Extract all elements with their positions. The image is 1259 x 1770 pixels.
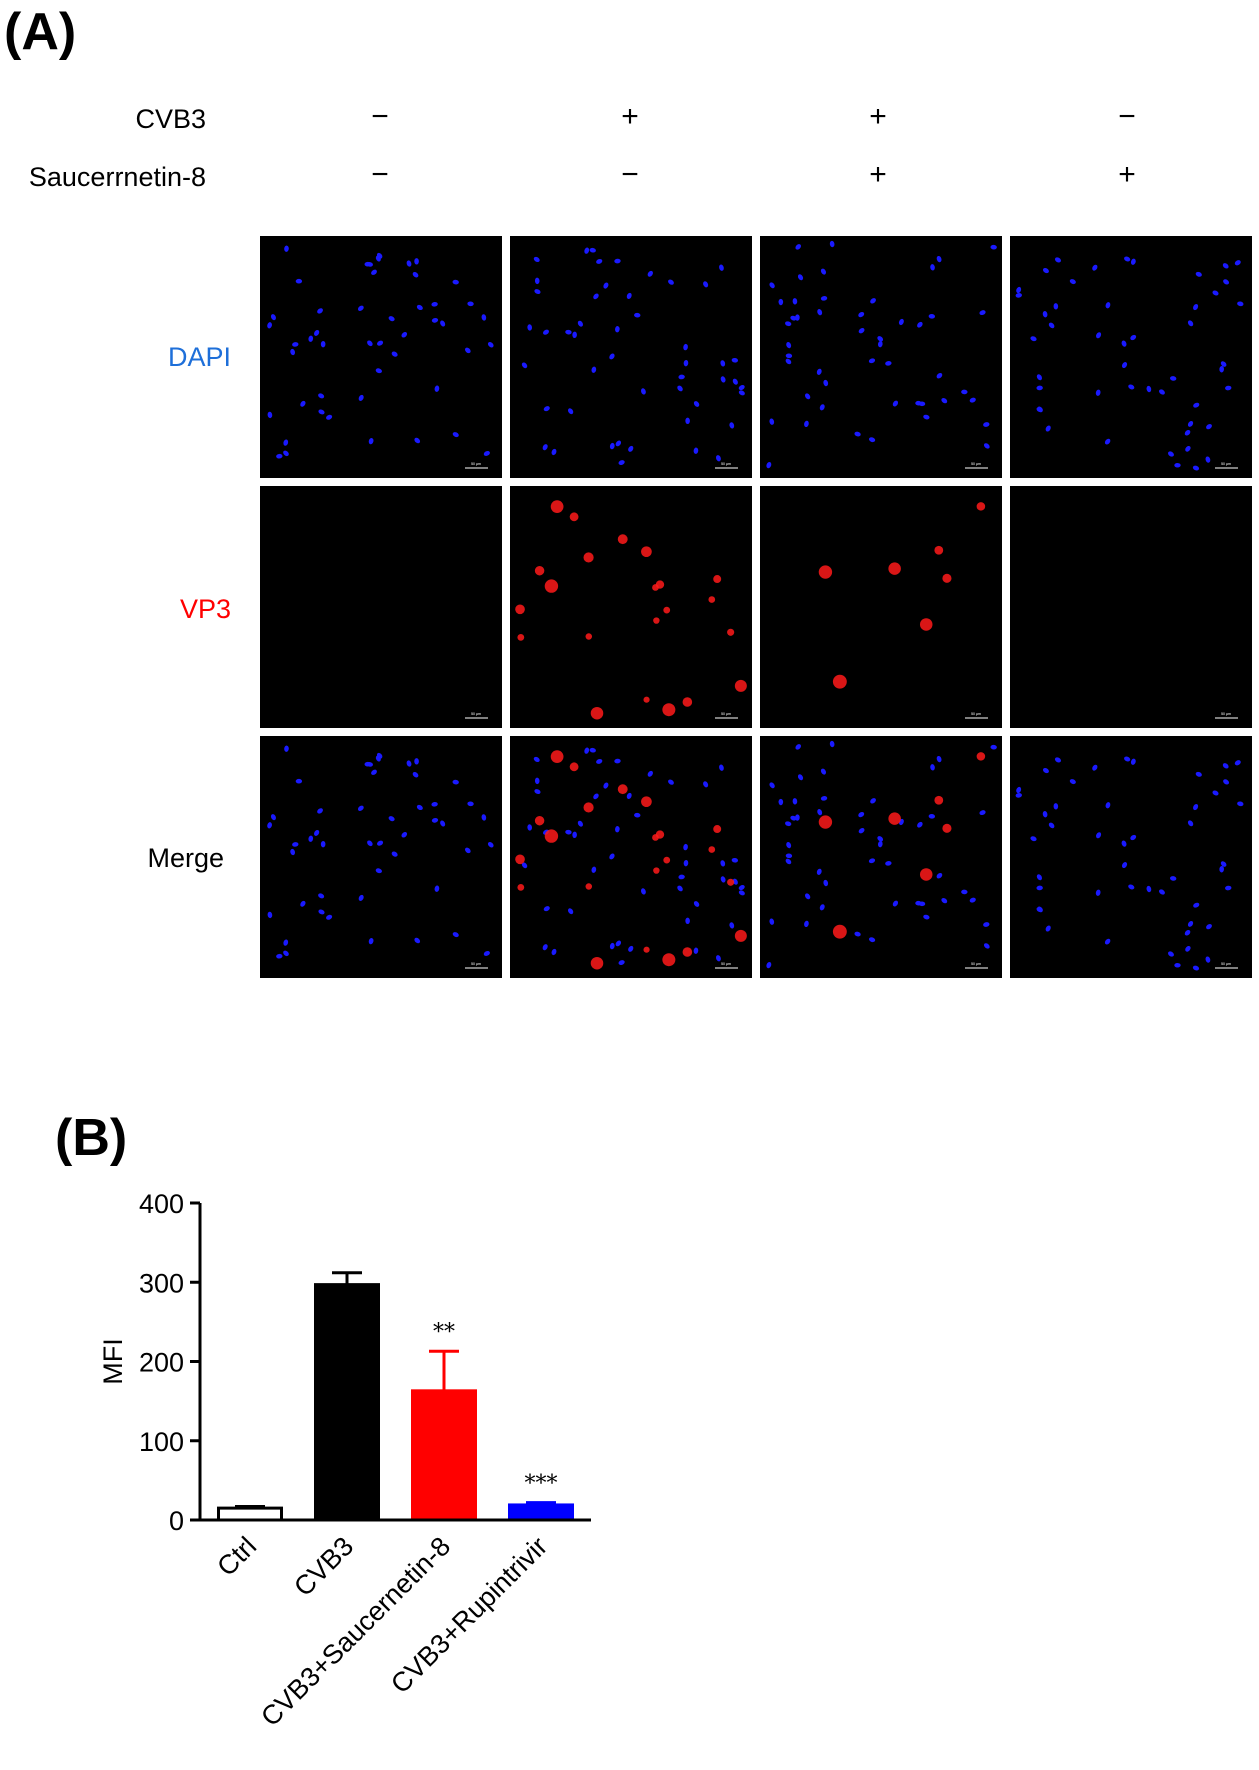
saucerrnetin-sign-1: − — [371, 158, 389, 191]
significance-label: *** — [525, 1472, 558, 1497]
scale-bar-label: 50 µm — [721, 962, 731, 966]
bar-cvb3 — [314, 1283, 380, 1522]
y-tick-label: 100 — [139, 1427, 184, 1457]
saucerrnetin-sign-2: − — [621, 158, 639, 191]
scale-bar-label: 50 µm — [721, 462, 731, 466]
scale-bar-label: 50 µm — [471, 962, 481, 966]
y-tick-label: 400 — [139, 1189, 184, 1219]
bar-chart: 0 100 200 300 400 MFI Ctrl CVB3 ** CVB3+Saucernet… — [98, 1189, 591, 1732]
y-tick-label: 200 — [139, 1348, 184, 1378]
tile-dapi-1: 50 µm — [260, 236, 502, 478]
scale-bar-label: 50 µm — [471, 712, 481, 716]
scale-bar-label: 50 µm — [721, 712, 731, 716]
y-tick-label: 300 — [139, 1268, 184, 1298]
bar-cvb3-saucernetin-8 — [411, 1389, 477, 1522]
cvb3-sign-1: − — [371, 100, 389, 133]
cvb3-sign-3: + — [869, 100, 887, 133]
tile-dapi-4: 50 µm — [1010, 236, 1252, 478]
row-label-dapi: DAPI — [167, 342, 231, 372]
condition-label-cvb3: CVB3 — [135, 104, 206, 134]
y-tick-label: 0 — [169, 1506, 184, 1536]
tile-vp3-4: 50 µm — [1010, 486, 1252, 728]
tile-vp3-3: 50 µm — [760, 486, 1002, 728]
condition-label-saucerrnetin: Saucerrnetin-8 — [28, 162, 206, 192]
x-tick-label: Ctrl — [211, 1531, 262, 1582]
tile-vp3-2: 50 µm — [510, 486, 752, 728]
tile-merge-2: 50 µm — [510, 736, 752, 978]
scale-bar-label: 50 µm — [971, 962, 981, 966]
scale-bar-label: 50 µm — [1221, 462, 1231, 466]
panel-a-label: (A) — [4, 3, 77, 61]
x-tick-label: CVB3 — [288, 1531, 359, 1602]
bar-ctrl — [217, 1506, 283, 1522]
scale-bar-label: 50 µm — [471, 462, 481, 466]
panel-b-label: (B) — [55, 1109, 128, 1167]
row-label-merge: Merge — [147, 843, 224, 873]
cvb3-sign-2: + — [621, 100, 639, 133]
cvb3-sign-4: − — [1118, 100, 1136, 133]
scale-bar-label: 50 µm — [1221, 712, 1231, 716]
row-label-vp3: VP3 — [179, 594, 231, 624]
tile-vp3-1: 50 µm — [260, 486, 502, 728]
tile-merge-1: 50 µm — [260, 736, 502, 978]
bar-cvb3-rupintrivir — [508, 1503, 574, 1522]
scale-bar-label: 50 µm — [971, 462, 981, 466]
saucerrnetin-sign-3: + — [869, 158, 887, 191]
scale-bar-label: 50 µm — [971, 712, 981, 716]
scale-bar-label: 50 µm — [1221, 962, 1231, 966]
significance-label: ** — [433, 1320, 455, 1345]
tile-dapi-3: 50 µm — [760, 236, 1002, 478]
tile-dapi-2: 50 µm — [510, 236, 752, 478]
tile-merge-4: 50 µm — [1010, 736, 1252, 978]
x-tick-label: CVB3+Saucernetin-8 — [255, 1531, 456, 1732]
y-axis-label: MFI — [98, 1338, 128, 1385]
saucerrnetin-sign-4: + — [1118, 158, 1136, 191]
tile-merge-3: 50 µm — [760, 736, 1002, 978]
